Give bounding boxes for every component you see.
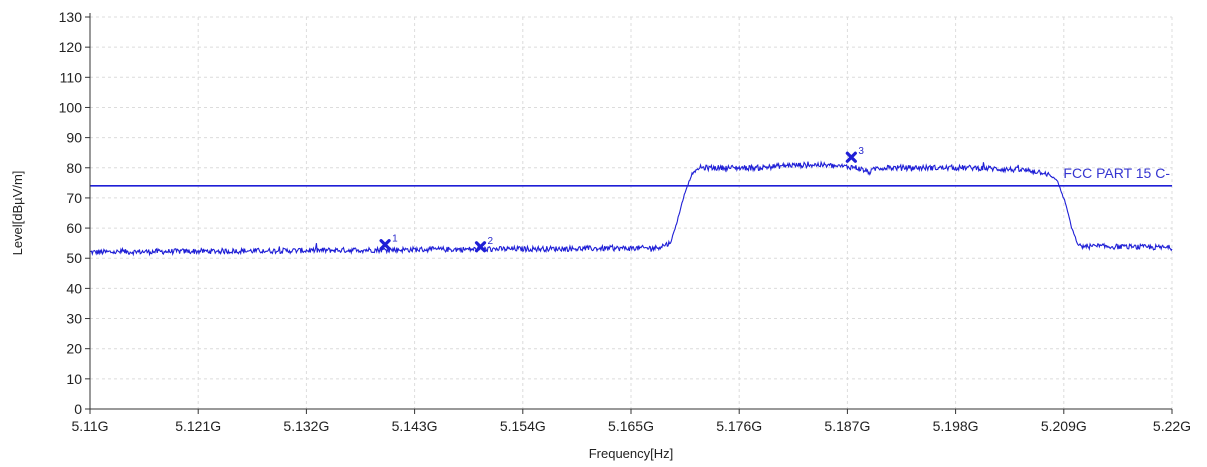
x-tick-label: 5.209G: [1041, 418, 1087, 434]
x-tick-label: 5.187G: [824, 418, 870, 434]
y-tick-label: 130: [59, 9, 83, 25]
y-axis-title: Level[dBµV/m]: [10, 171, 25, 256]
x-tick-label: 5.121G: [175, 418, 221, 434]
marker-symbol: [845, 151, 857, 163]
marker: 3: [845, 146, 864, 163]
y-tick-label: 90: [66, 130, 82, 146]
limit-line-group: FCC PART 15 C-: [90, 165, 1172, 187]
y-tick-label: 40: [66, 280, 82, 296]
x-tick-label: 5.132G: [283, 418, 329, 434]
series-line: [89, 160, 1173, 257]
x-tick-label: 5.11G: [71, 418, 108, 434]
marker-label: 1: [392, 234, 398, 245]
y-tick-label: 0: [74, 401, 82, 417]
marker-symbol: [474, 241, 487, 253]
marker: 2: [474, 236, 494, 253]
marker-label: 3: [858, 146, 864, 157]
y-tick-label: 60: [66, 220, 82, 236]
markers-group: 1 2 3: [379, 146, 864, 253]
x-tick-label: 5.143G: [392, 418, 438, 434]
marker-symbol: [379, 239, 391, 251]
y-tick-label: 100: [59, 99, 83, 115]
x-axis-title: Frequency[Hz]: [589, 446, 674, 461]
y-tick-labels: 0 10 20 30 40 50 60 70 80 90 100 110 120 130: [59, 9, 83, 417]
y-tick-label: 20: [66, 341, 82, 357]
y-tick-label: 70: [66, 190, 82, 206]
series-group: [89, 160, 1173, 257]
x-tick-label: 5.22G: [1153, 418, 1191, 434]
marker-label: 2: [488, 236, 494, 247]
marker: 1: [379, 234, 398, 251]
gridlines: [90, 16, 1173, 409]
x-tick-labels: 5.11G 5.121G 5.132G 5.143G 5.154G 5.165G 5.176…: [71, 418, 1191, 434]
x-tick-label: 5.165G: [608, 418, 654, 434]
y-tick-label: 120: [59, 39, 83, 55]
x-tick-label: 5.198G: [933, 418, 979, 434]
limit-line-label: FCC PART 15 C-: [1063, 165, 1170, 181]
y-tick-label: 50: [66, 250, 82, 266]
x-tick-label: 5.154G: [500, 418, 546, 434]
y-tick-label: 110: [60, 69, 83, 85]
y-tick-label: 80: [66, 160, 82, 176]
x-tick-label: 5.176G: [716, 418, 762, 434]
y-tick-label: 30: [66, 311, 82, 327]
axes: [85, 13, 1173, 414]
y-tick-label: 10: [66, 371, 82, 387]
